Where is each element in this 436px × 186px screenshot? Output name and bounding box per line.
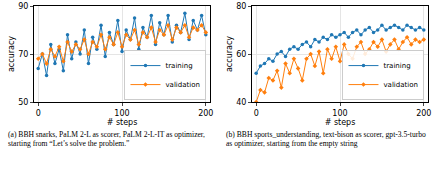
svg-text:training: training xyxy=(165,62,192,70)
svg-text:# steps: # steps xyxy=(107,118,138,127)
svg-text:# steps: # steps xyxy=(325,118,356,127)
html-text:(b) BBH sports_understanding,: (b) BBH sports_understanding, text-bison… xyxy=(226,130,426,148)
svg-text:60: 60 xyxy=(236,50,246,59)
svg-text:90: 90 xyxy=(18,2,28,11)
svg-text:accuracy: accuracy xyxy=(7,36,16,72)
svg-text:validation: validation xyxy=(383,81,417,89)
svg-text:70: 70 xyxy=(18,50,28,59)
svg-text:200: 200 xyxy=(198,109,213,118)
svg-text:40: 40 xyxy=(236,98,246,107)
svg-text:accuracy: accuracy xyxy=(225,36,234,72)
svg-text:validation: validation xyxy=(165,81,199,89)
svg-text:0: 0 xyxy=(254,109,259,118)
svg-text:200: 200 xyxy=(416,109,431,118)
html-text:(a) BBH snarks, PaLM 2-L as sc: (a) BBH snarks, PaLM 2-L as scorer, PaLM… xyxy=(8,130,205,148)
svg-text:50: 50 xyxy=(18,98,28,107)
svg-text:100: 100 xyxy=(114,109,129,118)
svg-text:training: training xyxy=(383,62,410,70)
svg-text:80: 80 xyxy=(236,2,246,11)
svg-text:0: 0 xyxy=(36,109,41,118)
svg-text:100: 100 xyxy=(332,109,347,118)
